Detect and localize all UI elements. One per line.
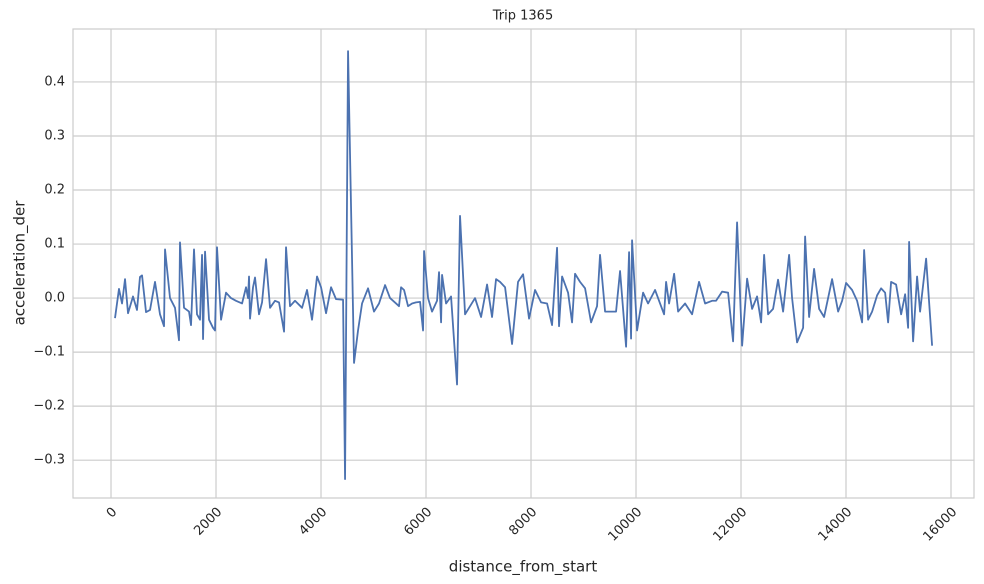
x-tick-label: 12000 xyxy=(710,505,750,545)
x-tick-label: 2000 xyxy=(191,505,225,539)
y-tick-label: 0.4 xyxy=(44,74,65,89)
chart-title: Trip 1365 xyxy=(492,9,553,24)
y-tick-label: −0.1 xyxy=(33,345,65,360)
y-tick-label: 0.2 xyxy=(44,183,65,198)
y-tick-label: −0.3 xyxy=(33,453,65,468)
y-tick-label: 0.0 xyxy=(44,291,65,306)
x-tick-label: 10000 xyxy=(605,505,645,545)
x-tick-label: 6000 xyxy=(401,505,435,539)
x-tick-label: 4000 xyxy=(296,505,330,539)
x-tick-label: 14000 xyxy=(815,505,855,545)
x-tick-label: 16000 xyxy=(920,505,960,545)
plot-frame xyxy=(72,28,975,499)
y-tick-label: −0.2 xyxy=(33,399,65,414)
y-tick-label: 0.3 xyxy=(44,128,65,143)
x-axis-label: distance_from_start xyxy=(449,558,598,577)
x-tick-label: 0 xyxy=(104,505,120,521)
y-tick-label: 0.1 xyxy=(44,237,65,252)
data-line xyxy=(114,50,934,480)
y-axis-label: acceleration_der xyxy=(11,200,30,326)
x-tick-label: 8000 xyxy=(506,505,540,539)
